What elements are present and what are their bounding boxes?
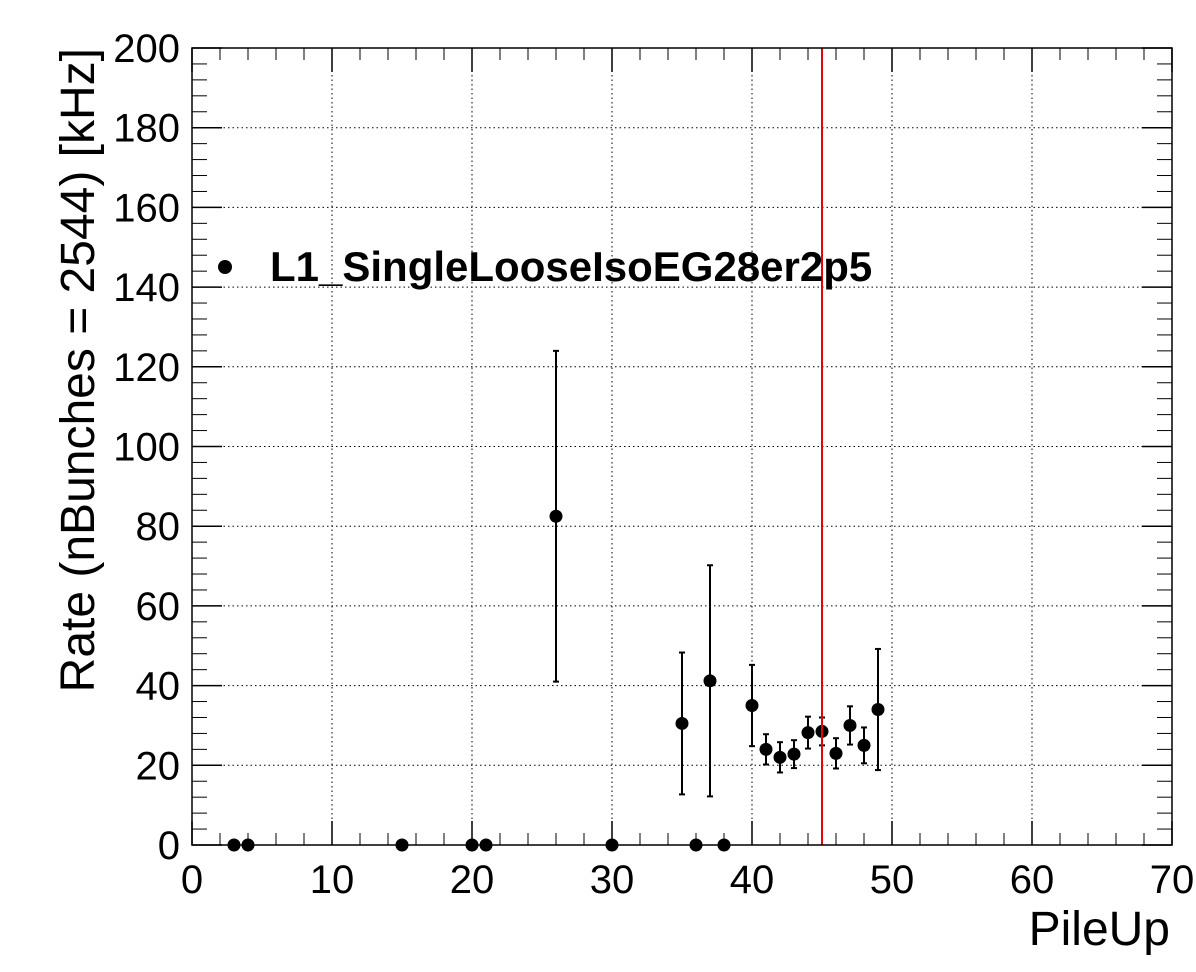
- data-point: [675, 716, 689, 730]
- data-point: [843, 718, 857, 732]
- x-tick-label: 10: [310, 858, 355, 902]
- plot-frame: [191, 47, 1173, 846]
- legend: L1_SingleLooseIsoEG28er2p5: [218, 243, 872, 290]
- y-tick-label: 40: [136, 665, 181, 709]
- x-tick-label: 60: [1010, 858, 1055, 902]
- y-tick-label: 80: [136, 505, 181, 549]
- y-tick-label: 200: [113, 27, 180, 71]
- data-point: [871, 703, 885, 717]
- data-point: [801, 726, 815, 740]
- y-tick-label: 20: [136, 744, 181, 788]
- data-point: [787, 747, 801, 761]
- x-axis-title: PileUp: [1029, 903, 1170, 956]
- data-point: [745, 699, 759, 713]
- data-point: [829, 746, 843, 760]
- y-tick-label: 0: [158, 824, 180, 868]
- data-marks: [227, 48, 885, 852]
- data-point: [773, 750, 787, 764]
- data-point: [857, 738, 871, 752]
- y-tick-label: 180: [113, 107, 180, 151]
- x-tick-label: 50: [870, 858, 915, 902]
- x-tick-label: 20: [450, 858, 495, 902]
- y-tick-label: 60: [136, 585, 181, 629]
- grid: [192, 48, 1172, 845]
- x-tick-label: 0: [181, 858, 203, 902]
- y-tick-label: 160: [113, 186, 180, 230]
- y-tick-label: 100: [113, 426, 180, 470]
- y-tick-label: 120: [113, 346, 180, 390]
- tick-labels: 0 10 20 30 40 50 60 70 0 20 40 60 80 100 120 140 160 180 2…: [113, 27, 1194, 902]
- legend-label: L1_SingleLooseIsoEG28er2p5: [270, 243, 872, 290]
- data-point: [759, 742, 773, 756]
- data-point: [549, 509, 563, 523]
- x-tick-label: 40: [730, 858, 775, 902]
- x-tick-label: 30: [590, 858, 635, 902]
- data-point: [703, 674, 717, 688]
- axis-ticks: [191, 47, 1173, 846]
- y-tick-label: 140: [113, 266, 180, 310]
- y-axis-title: Rate (nBunches = 2544) [kHz]: [52, 48, 105, 692]
- legend-marker: [218, 260, 232, 274]
- x-tick-label: 70: [1150, 858, 1195, 902]
